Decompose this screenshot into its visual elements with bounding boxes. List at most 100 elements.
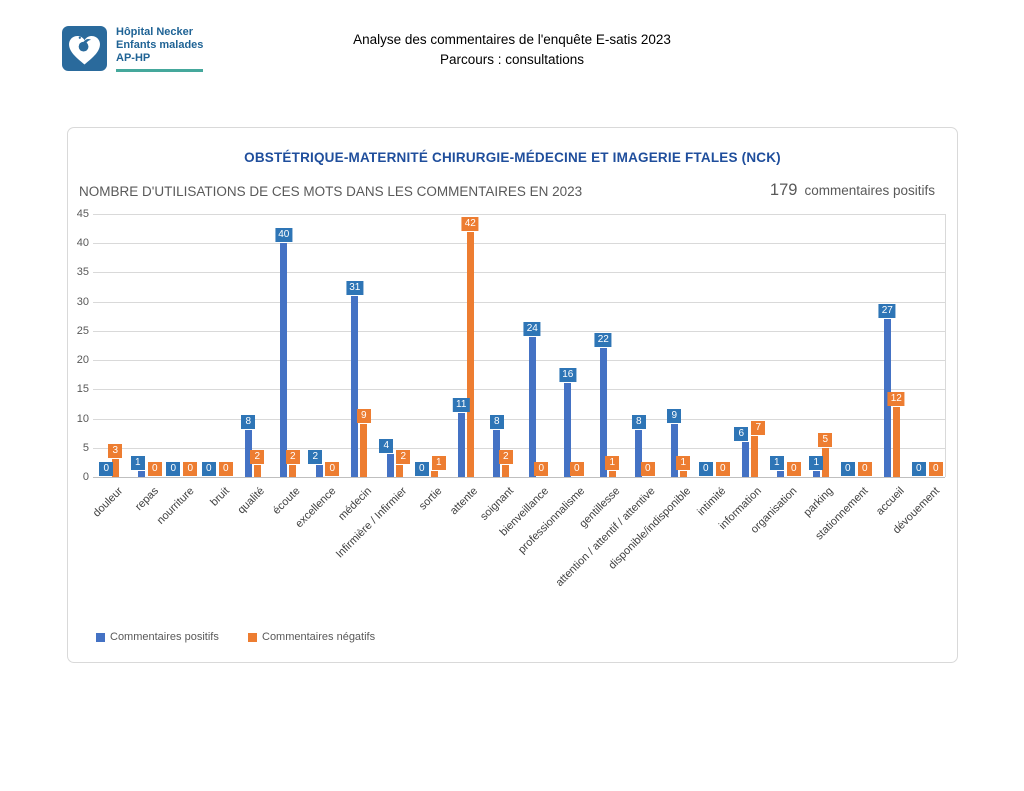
value-label-positive: 8: [631, 415, 646, 430]
y-axis-tick-label: 30: [76, 295, 89, 308]
positive-comments-label: commentaires positifs: [804, 183, 935, 198]
legend-label: Commentaires positifs: [110, 631, 219, 643]
value-label-positive: 24: [523, 321, 541, 336]
y-axis-tick-label: 15: [76, 383, 89, 396]
gridline: [93, 360, 945, 362]
value-label-positive: 1: [809, 456, 824, 471]
legend-label: Commentaires négatifs: [262, 631, 376, 643]
document-title-line-1: Analyse des commentaires de l'enquête E-…: [353, 32, 671, 47]
bar-positive: [812, 471, 820, 477]
value-label-positive: 0: [414, 462, 429, 476]
value-label-negative: 0: [928, 462, 943, 476]
value-label-positive: 6: [734, 426, 749, 441]
y-axis-tick-label: 20: [76, 354, 89, 367]
value-label-positive: 4: [379, 438, 394, 453]
bar-positive: [244, 430, 252, 477]
bar-negative: [892, 406, 900, 477]
value-label-negative: 1: [605, 456, 620, 471]
value-label-positive: 0: [99, 462, 114, 476]
bar-positive: [315, 465, 323, 477]
category-label: sortie: [417, 485, 445, 513]
category-label: parking: [801, 485, 836, 519]
value-label-negative: 7: [751, 421, 766, 436]
category-label: repas: [132, 485, 161, 513]
chart-subtitle: NOMBRE D'UTILISATIONS DE CES MOTS DANS L…: [79, 184, 583, 199]
bar-negative: [502, 465, 510, 477]
value-label-negative: 42: [461, 216, 479, 231]
y-axis-tick-label: 0: [82, 471, 89, 483]
y-axis-tick-label: 10: [76, 412, 89, 425]
bar-negative: [395, 465, 403, 477]
value-label-negative: 2: [285, 450, 300, 465]
value-label-positive: 0: [911, 462, 926, 476]
value-label-negative: 0: [534, 462, 549, 476]
bar-positive: [493, 430, 501, 477]
value-label-negative: 3: [108, 444, 123, 459]
value-label-positive: 9: [667, 409, 682, 424]
value-label-positive: 0: [166, 462, 181, 476]
bar-negative: [679, 471, 687, 477]
category-label: professionnalisme: [515, 485, 587, 557]
value-label-negative: 0: [218, 462, 233, 476]
value-label-positive: 0: [840, 462, 855, 476]
hospital-logo-icon: [62, 26, 107, 71]
bar-positive: [280, 243, 288, 477]
value-label-positive: 1: [130, 456, 145, 471]
category-label: douleur: [90, 485, 126, 520]
bar-negative: [750, 436, 758, 477]
y-axis-tick-label: 35: [76, 266, 89, 279]
y-axis-tick-label: 5: [82, 441, 89, 454]
value-label-positive: 0: [201, 462, 216, 476]
gridline: [93, 243, 945, 245]
plot-right-border: [945, 214, 946, 477]
gridline: [93, 418, 945, 420]
y-axis-tick-label: 25: [76, 324, 89, 337]
bar-negative: [821, 447, 829, 477]
bar-positive: [670, 424, 678, 477]
positive-comments-number: 179: [769, 181, 798, 199]
value-label-negative: 9: [356, 409, 371, 424]
value-label-positive: 1: [769, 456, 784, 471]
value-label-positive: 22: [594, 333, 612, 348]
bar-positive: [564, 383, 572, 477]
bar-positive: [635, 430, 643, 477]
plot-area: 0 5 10 15 20 25 30 35 40 45 0 3 douleur 1 0 repas 0 0 nour…: [68, 128, 957, 662]
bar-negative: [253, 465, 261, 477]
legend-item-positive: Commentaires positifs: [96, 631, 219, 643]
value-label-negative: 0: [325, 462, 340, 476]
legend-swatch-positive: [96, 632, 105, 642]
category-label: nourriture: [154, 485, 197, 527]
value-label-negative: 0: [183, 462, 198, 476]
bar-positive: [741, 441, 749, 477]
category-label: accueil: [873, 485, 907, 518]
document-title-line-2: Parcours : consultations: [439, 52, 585, 67]
value-label-negative: 0: [569, 462, 584, 476]
value-label-negative: 1: [676, 456, 691, 471]
bar-positive: [386, 453, 394, 477]
gridline: [93, 389, 945, 391]
legend-swatch-negative: [248, 632, 257, 642]
value-label-positive: 8: [489, 415, 504, 430]
y-axis-tick-label: 45: [76, 208, 89, 220]
bar-negative: [466, 231, 474, 477]
hospital-logo: Hôpital Necker Enfants malades AP-HP: [62, 26, 204, 72]
category-label: bruit: [208, 485, 232, 509]
value-label-negative: 2: [250, 450, 265, 465]
value-label-positive: 2: [308, 450, 323, 465]
logo-line-2: Enfants malades: [116, 39, 204, 51]
bar-positive: [777, 471, 785, 477]
bar-positive: [457, 412, 465, 477]
value-label-positive: 11: [453, 397, 470, 412]
value-label-negative: 0: [786, 462, 801, 476]
bar-negative: [289, 465, 297, 477]
category-label: Infirmière / Infirmier: [333, 485, 410, 561]
value-label-positive: 31: [346, 280, 364, 295]
gridline: [93, 301, 945, 303]
gridline: [93, 447, 945, 449]
value-label-positive: 40: [275, 228, 293, 243]
bar-positive: [883, 319, 891, 477]
legend-item-negative: Commentaires négatifs: [248, 631, 375, 643]
bar-negative: [360, 424, 368, 477]
category-label: intimité: [695, 485, 729, 519]
